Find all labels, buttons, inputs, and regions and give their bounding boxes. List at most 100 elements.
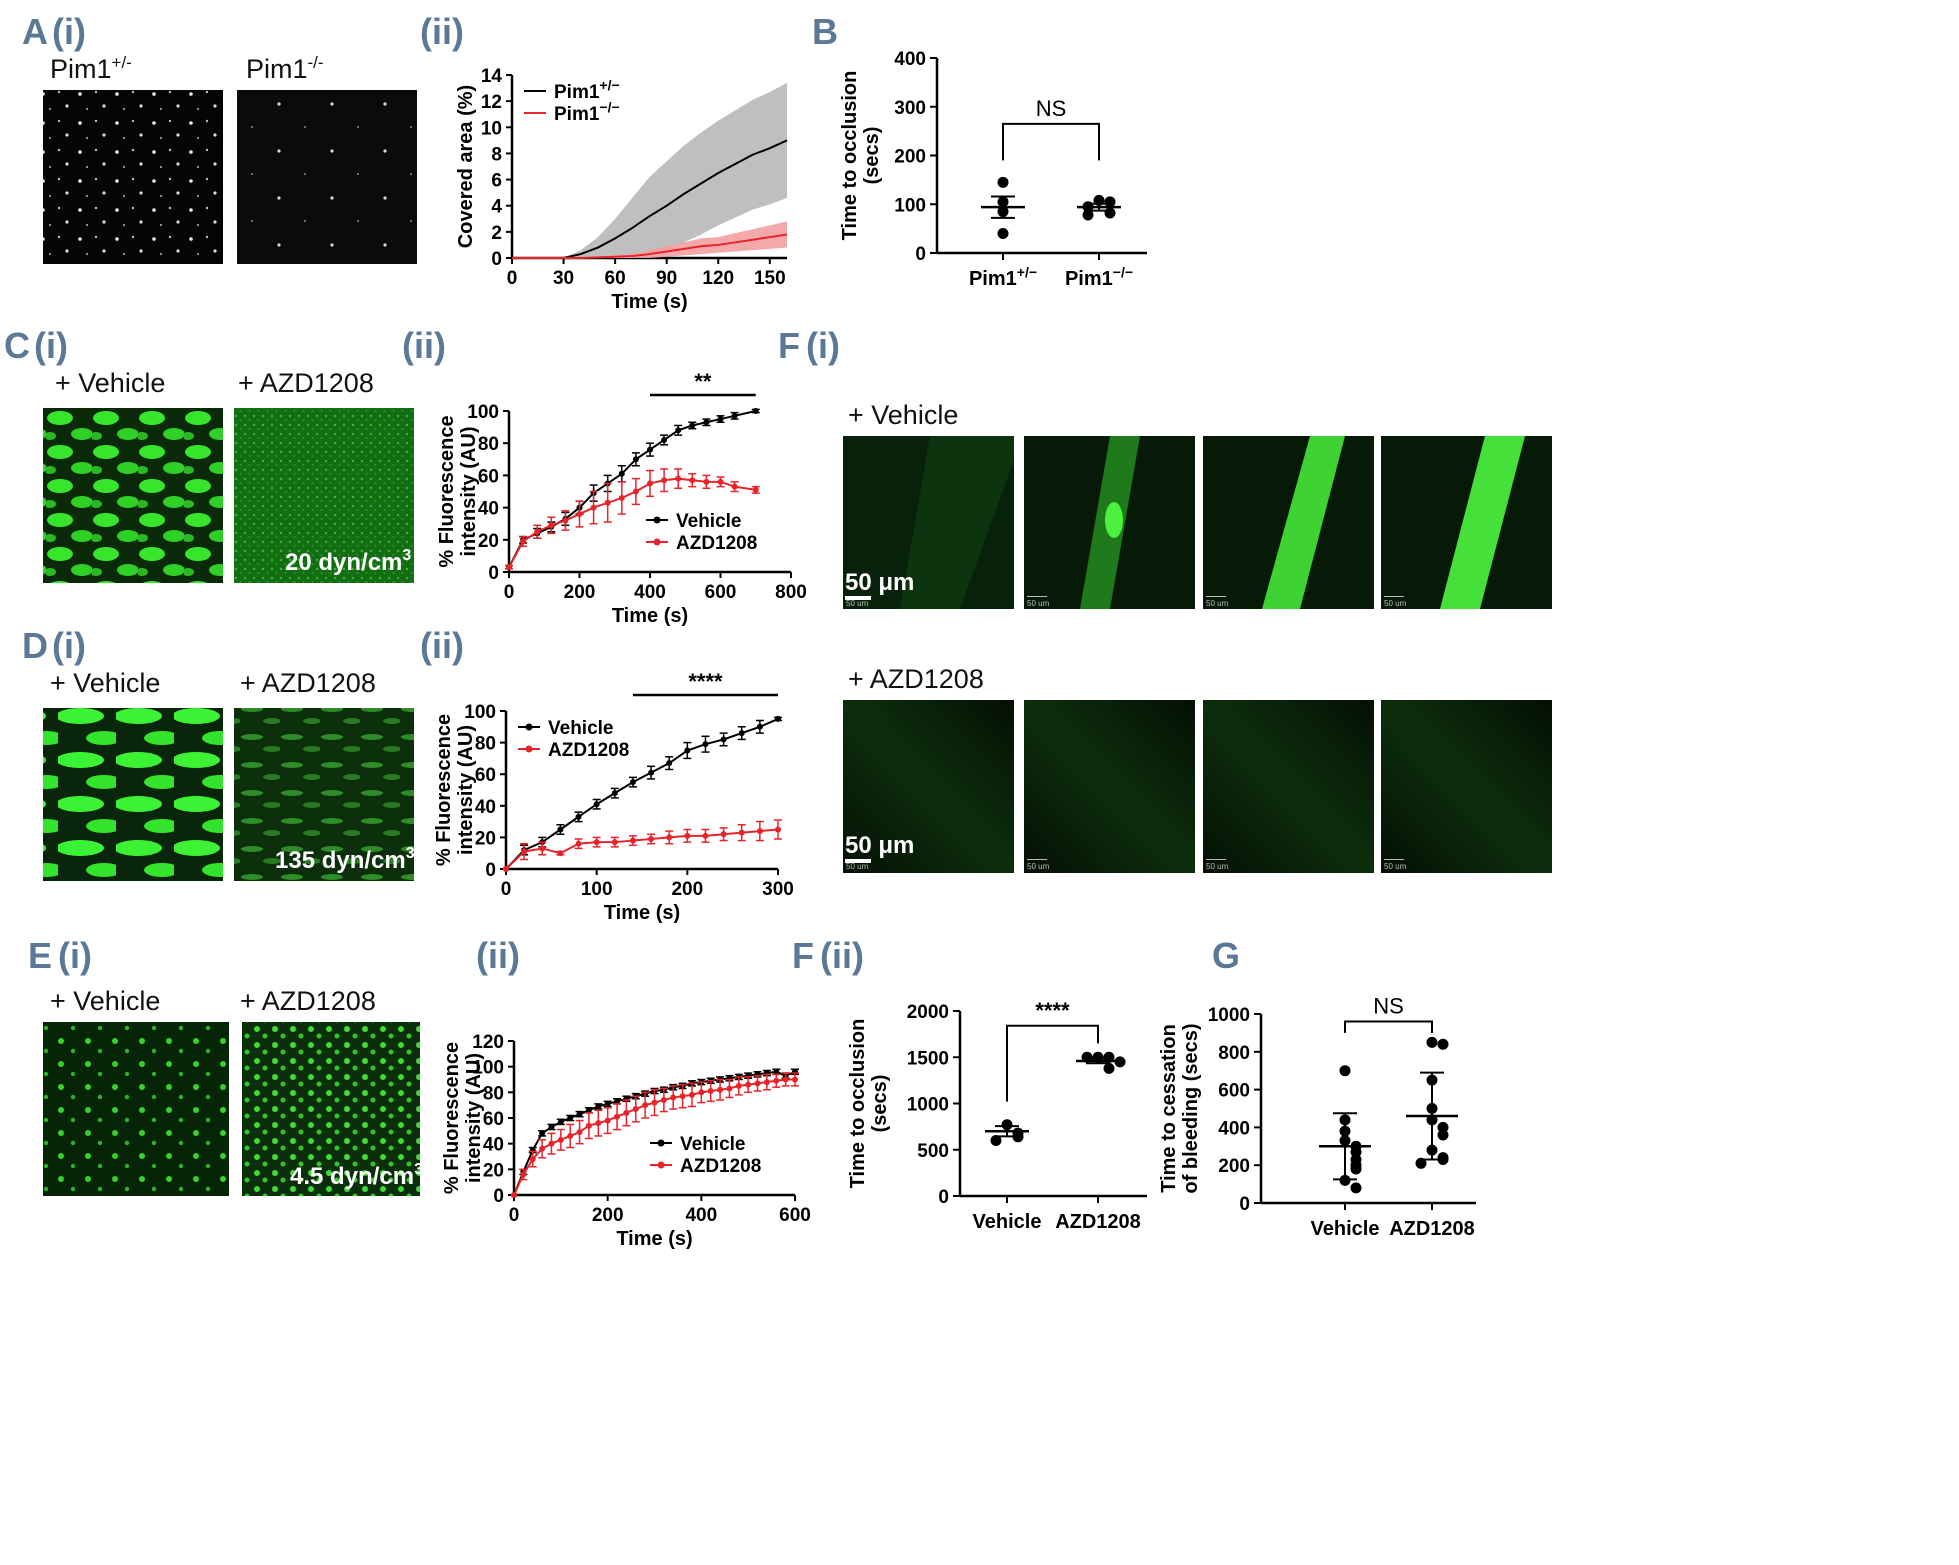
y-tick-label: 100 xyxy=(894,195,926,216)
small-scale-label: 50 um xyxy=(1384,599,1407,608)
series-line xyxy=(505,828,779,870)
micrograph-pim1-ko xyxy=(237,90,417,264)
data-point xyxy=(575,840,582,847)
y-tick-label: 0 xyxy=(485,860,496,881)
significance-label: **** xyxy=(688,669,723,694)
data-point xyxy=(632,456,639,463)
small-scale-label: 50 um xyxy=(1027,599,1050,608)
data-point xyxy=(604,1117,611,1124)
chart-fluorescence-20-dyn: 0 20 40 60 80 100 0 200 400 600 800 Time (s) % Fluor… xyxy=(436,369,807,627)
y-tick-label: 6 xyxy=(491,171,502,192)
y-tick-label: 200 xyxy=(894,147,926,168)
scale-bar-label: 50 μm xyxy=(845,569,914,596)
data-point xyxy=(666,760,673,767)
chart-covered-area: 0 2 4 6 8 10 12 14 0 30 60 90 120 150 Time (s) Covered … xyxy=(455,66,788,313)
x-tick-label: Pim1+/− xyxy=(969,264,1037,290)
data-point xyxy=(506,564,512,571)
data-point xyxy=(702,832,709,839)
panel-letter-E-i: (i) xyxy=(58,935,92,976)
x-tick-label: 0 xyxy=(504,582,515,603)
data-point xyxy=(647,446,653,453)
panel-letter-D: D xyxy=(22,625,48,666)
data-point xyxy=(539,1145,546,1152)
panel-letter-D-ii: (ii) xyxy=(420,625,464,666)
micrograph-d-azd1208 xyxy=(234,708,414,881)
y-axis-title: % Fluorescence xyxy=(433,714,455,866)
y-tick-label: 800 xyxy=(1218,1043,1250,1064)
chart-time-to-occlusion-azd1208: 0 500 1000 1500 2000 Time to occlusion (secs) V… xyxy=(847,998,1147,1233)
x-tick-label: Vehicle xyxy=(973,1211,1042,1233)
data-point xyxy=(548,1140,555,1147)
image-label-f-vehicle: + Vehicle xyxy=(848,400,958,430)
micrograph-c-azd1208 xyxy=(234,408,414,583)
data-point xyxy=(539,845,546,852)
y-tick-label: 200 xyxy=(1218,1156,1250,1177)
x-tick-label: 150 xyxy=(754,268,786,289)
y-tick-label: 1000 xyxy=(1208,1005,1250,1026)
data-point xyxy=(611,839,618,846)
x-tick-label: 120 xyxy=(702,268,734,289)
y-tick-label: 1000 xyxy=(907,1095,949,1116)
data-point xyxy=(1104,196,1116,208)
y-tick-label: 300 xyxy=(894,98,926,119)
data-point xyxy=(738,829,745,836)
data-point xyxy=(557,1118,564,1125)
data-point xyxy=(688,1091,695,1098)
data-point xyxy=(567,1132,574,1139)
y-tick-label: 10 xyxy=(481,118,502,139)
data-point xyxy=(1350,1163,1362,1175)
legend: Pim1+/−Pim1−/− xyxy=(524,77,620,125)
data-point xyxy=(661,477,668,484)
data-point xyxy=(590,504,597,511)
group-0 xyxy=(985,1119,1029,1146)
data-point xyxy=(1437,1129,1449,1141)
y-tick-label: 0 xyxy=(493,1186,504,1207)
data-point xyxy=(648,769,655,776)
image-label-d-azd1208: + AZD1208 xyxy=(240,668,376,698)
y-tick-label: 60 xyxy=(478,466,499,487)
data-point xyxy=(548,1123,555,1130)
legend-label: Vehicle xyxy=(676,511,742,532)
data-point xyxy=(575,813,582,820)
data-point xyxy=(618,470,625,477)
panel-letter-C-ii: (ii) xyxy=(402,325,446,366)
y-tick-label: 600 xyxy=(1218,1081,1250,1102)
small-scale-label: 50 um xyxy=(1206,862,1229,871)
panel-letter-D-i: (i) xyxy=(52,625,86,666)
data-point xyxy=(726,1085,733,1092)
y-tick-label: 40 xyxy=(478,499,499,520)
x-tick-label: 300 xyxy=(762,879,794,900)
data-point xyxy=(520,1171,527,1178)
y-axis-title: Covered area (%) xyxy=(455,85,477,248)
chart-fluorescence-4-5-dyn: 0 20 40 60 80 100 120 0 200 400 600 Time (s) % Fluor… xyxy=(441,1032,811,1250)
data-point xyxy=(997,228,1009,239)
data-point xyxy=(775,715,781,722)
data-point xyxy=(567,1115,574,1121)
legend-label: AZD1208 xyxy=(548,740,629,761)
data-point xyxy=(585,1122,592,1129)
error-band xyxy=(512,82,787,258)
data-point xyxy=(632,1106,639,1113)
micrograph-pim1-het xyxy=(43,90,223,264)
data-point xyxy=(604,1100,611,1107)
x-axis-title: Time (s) xyxy=(616,1228,692,1250)
data-point xyxy=(675,427,682,434)
y-axis-title: Time to occlusion xyxy=(839,71,861,241)
y-tick-label: 20 xyxy=(483,1160,504,1181)
data-point xyxy=(702,741,709,748)
data-point xyxy=(731,412,738,419)
panel-letter-F2: F xyxy=(792,935,814,976)
data-point xyxy=(642,1102,649,1109)
y-axis-title: Time to occlusion xyxy=(847,1019,869,1189)
y-tick-label: 0 xyxy=(491,249,502,270)
legend-marker xyxy=(653,516,661,524)
y-tick-label: 100 xyxy=(472,1058,504,1079)
data-point xyxy=(618,494,625,501)
y-axis-title-line-2: (secs) xyxy=(861,127,883,185)
x-tick-label: 0 xyxy=(509,1205,520,1226)
group-1 xyxy=(1076,1051,1126,1074)
micrograph-d-vehicle xyxy=(43,708,223,881)
scale-bar-f-top: 50 μm xyxy=(845,569,914,600)
